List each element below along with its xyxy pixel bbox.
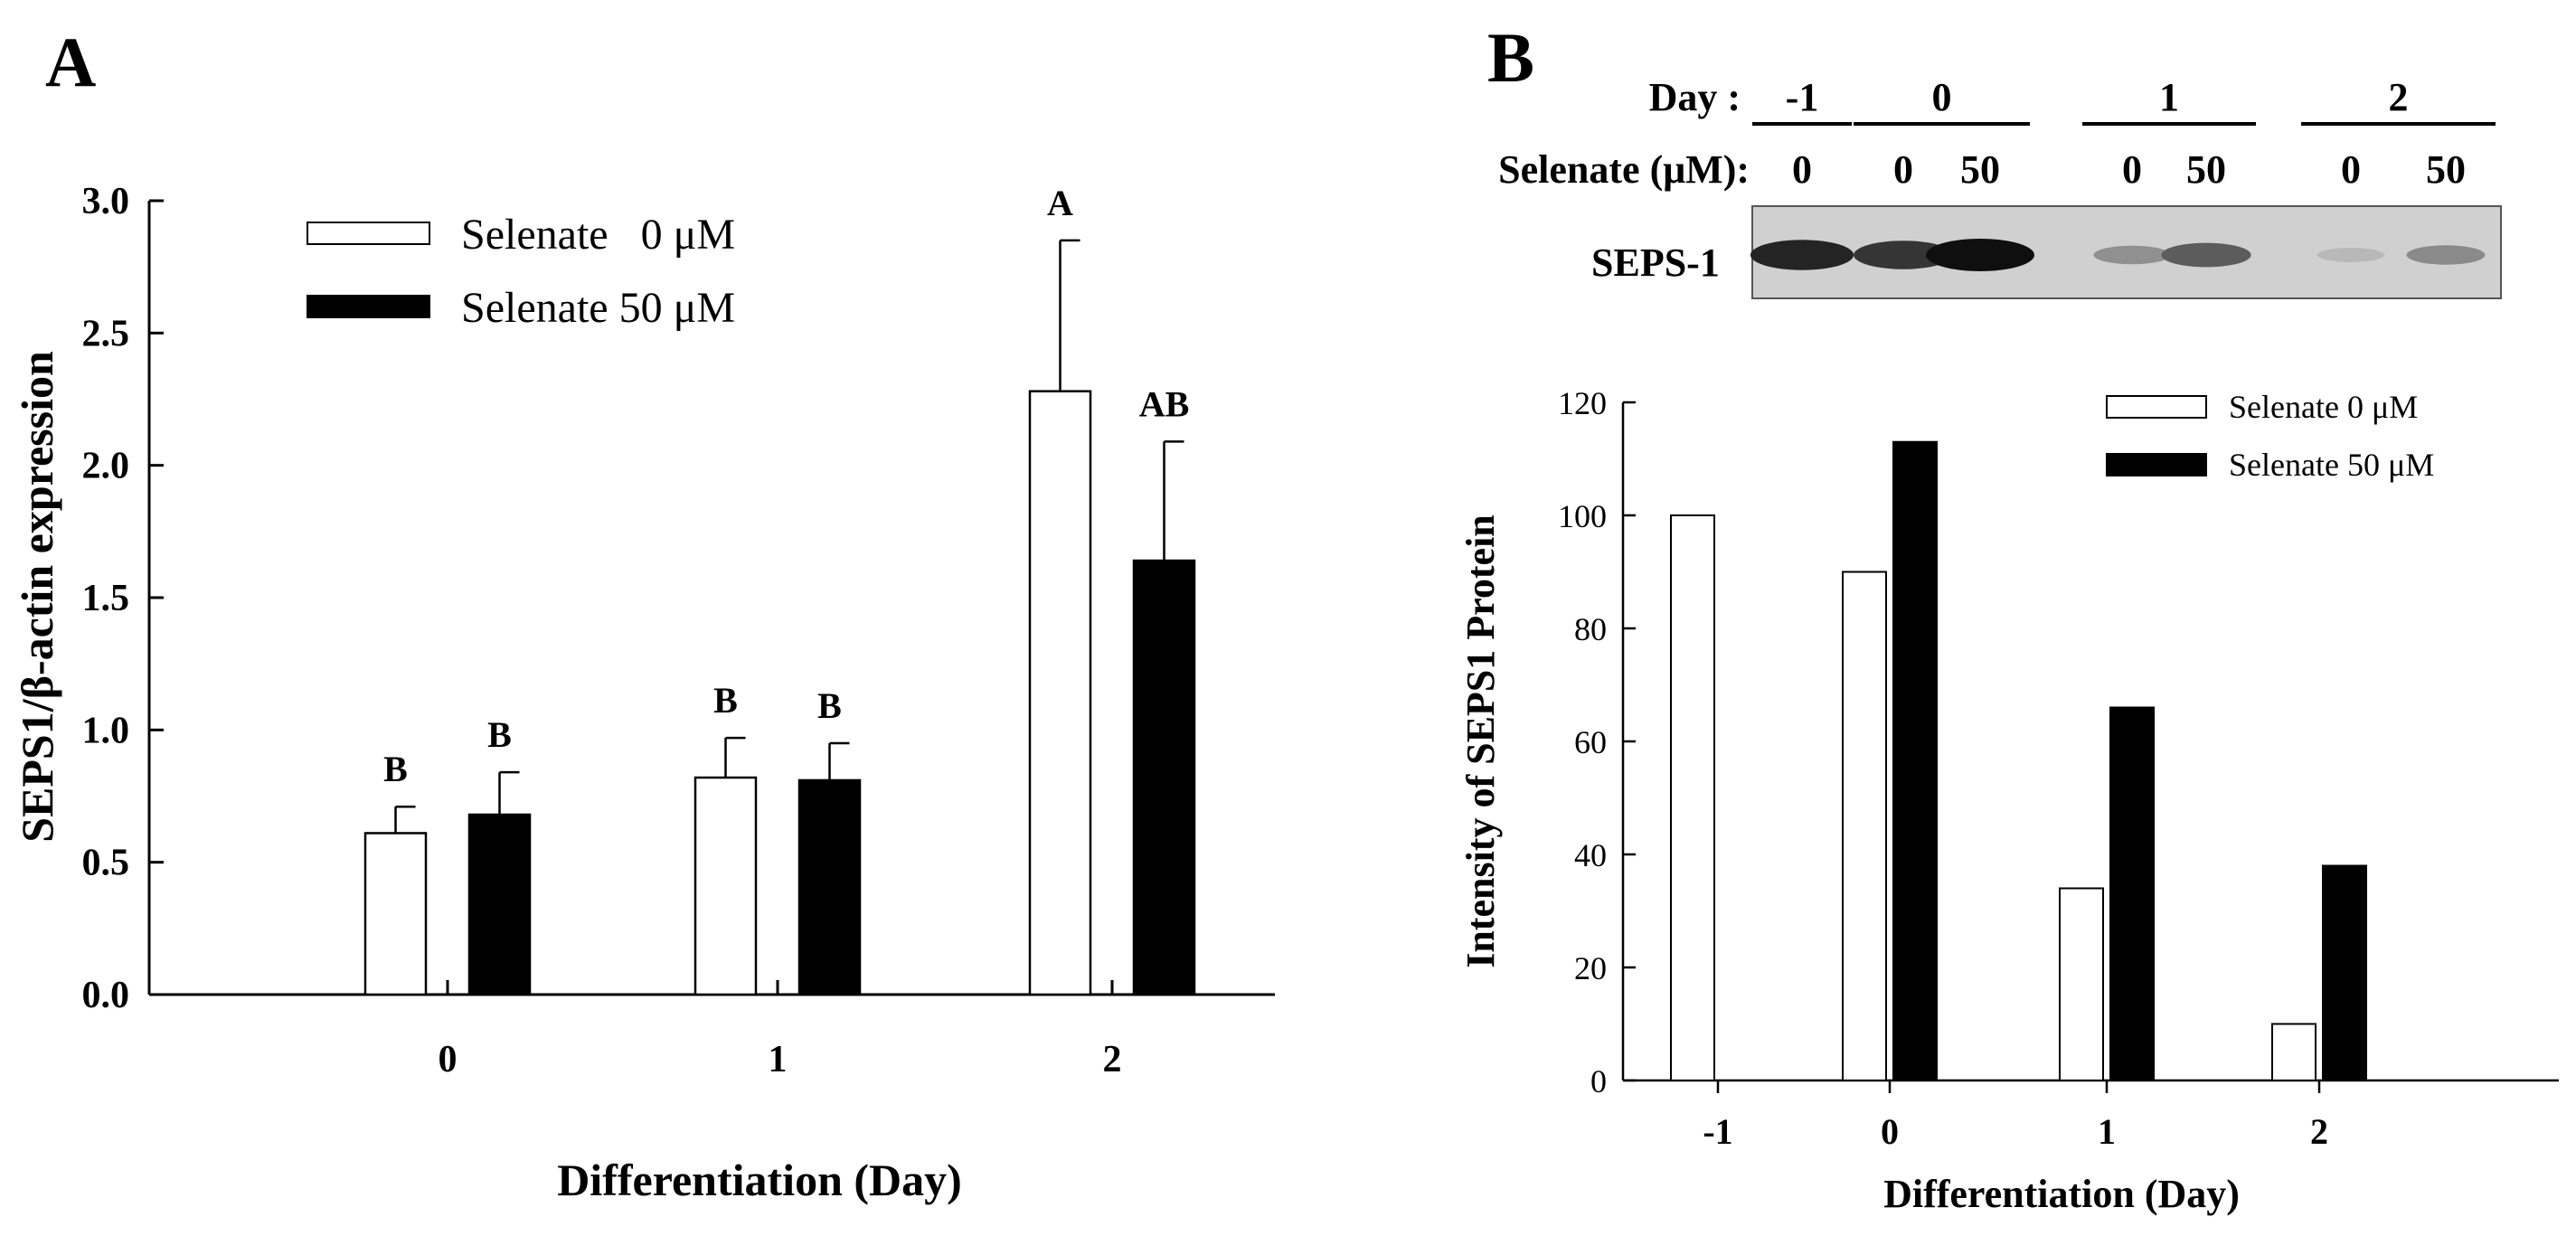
a-x-axis-title: Differentiation (Day)	[557, 1155, 962, 1205]
a-significance-label: B	[713, 680, 738, 721]
a-x-tick-label: 2	[1103, 1039, 1122, 1080]
blot-day-label: Day :	[1649, 75, 1741, 119]
b-y-tick-label: 120	[1558, 385, 1607, 421]
blot-selenate-label: Selenate (μM):	[1498, 147, 1750, 192]
blot-lane-dose: 50	[2426, 147, 2466, 192]
b-x-tick-label: 1	[2098, 1111, 2116, 1152]
b-bar-selenate-0	[1670, 514, 1715, 1081]
b-bar-selenate-0	[2271, 1023, 2317, 1081]
blot-band	[1854, 241, 1953, 269]
b-y-tick-label: 60	[1574, 724, 1607, 760]
blot-band-label: SEPS-1	[1591, 241, 1720, 285]
b-y-tick-label: 20	[1574, 950, 1607, 986]
b-y-tick-label: 0	[1590, 1063, 1607, 1099]
a-y-axis-title: SEPS1/β-actin expression	[12, 351, 62, 843]
b-legend: Selenate 0 μM Selenate 50 μM	[2106, 389, 2434, 483]
blot-lane-dose: 0	[2122, 147, 2142, 192]
a-bar-selenate-50	[467, 813, 532, 996]
blot-band	[2317, 248, 2385, 262]
a-x-tick-label: 1	[769, 1039, 788, 1080]
b-legend-label-0uM: Selenate 0 μM	[2229, 389, 2418, 425]
a-y-tick-label: 2.0	[82, 446, 130, 487]
a-significance-label: A	[1047, 183, 1073, 223]
a-y-tick-label: 1.5	[82, 578, 130, 619]
a-bar-selenate-0	[363, 832, 428, 996]
a-significance-label: B	[817, 685, 842, 726]
b-y-tick-label: 80	[1574, 611, 1607, 647]
blot-day-number: -1	[1786, 75, 1819, 119]
blot-day-number: 0	[1932, 75, 1952, 119]
a-bar-selenate-0	[694, 776, 758, 996]
b-x-tick-label: -1	[1703, 1111, 1732, 1152]
b-legend-swatch-50uM	[2106, 453, 2207, 476]
b-y-axis-title: Intensity of SEPS1 Protein	[1458, 514, 1503, 968]
a-y-tick-label: 3.0	[82, 181, 130, 222]
blot-day-number: 1	[2159, 75, 2179, 119]
b-x-tick-label: 2	[2310, 1111, 2328, 1152]
b-y-tick-label: 40	[1574, 837, 1607, 873]
a-bar-selenate-0	[1028, 390, 1092, 996]
a-legend-label-0uM: Selenate 0 μM	[461, 211, 735, 259]
a-legend-label-50uM: Selenate 50 μM	[461, 284, 735, 332]
b-bar-selenate-50	[2109, 706, 2155, 1081]
blot-lane-dose: 50	[1960, 147, 2000, 192]
b-bar-selenate-0	[2059, 887, 2104, 1081]
blot-band	[1750, 240, 1854, 270]
a-x-tick-label: 0	[439, 1039, 458, 1080]
b-y-tick-label: 100	[1558, 498, 1607, 534]
blot-lane-dose: 0	[1893, 147, 1913, 192]
western-blot: Day : Selenate (μM): SEPS-1 -1 0 1 2 0 0 50 0 5…	[1498, 75, 2502, 299]
b-x-tick-label: 0	[1881, 1111, 1899, 1152]
a-bar-selenate-50	[1132, 559, 1196, 996]
a-y-tick-label: 0.5	[82, 843, 130, 884]
a-legend-swatch-50uM	[307, 295, 430, 318]
a-legend: Selenate 0 μM Selenate 50 μM	[307, 211, 735, 332]
a-y-tick-label: 1.0	[82, 710, 130, 751]
b-bar-selenate-50	[1892, 440, 1938, 1081]
panel-b-letter: B	[1487, 18, 1534, 97]
b-legend-label-50uM: Selenate 50 μM	[2229, 447, 2434, 483]
panel-a-letter: A	[45, 23, 96, 101]
blot-band	[2406, 245, 2486, 265]
b-bar-selenate-50	[2322, 864, 2367, 1081]
blot-band	[1926, 239, 2034, 271]
b-legend-swatch-0uM	[2106, 395, 2207, 419]
a-significance-label: AB	[1139, 383, 1190, 424]
b-x-axis-title: Differentiation (Day)	[1883, 1172, 2240, 1216]
a-legend-swatch-0uM	[307, 222, 430, 245]
a-y-tick-label: 0.0	[82, 975, 130, 1016]
panel-b-chart: 0 20 40 60 80 100 120 -1 0 1 2 Differentiation (D…	[1458, 385, 2559, 1216]
a-y-tick-label: 2.5	[82, 313, 130, 354]
a-significance-label: B	[487, 714, 512, 755]
blot-lane-dose: 0	[1792, 147, 1812, 192]
a-significance-label: B	[383, 749, 408, 789]
blot-band	[2161, 242, 2251, 268]
b-bar-selenate-0	[1842, 571, 1887, 1081]
blot-lane-dose: 0	[2341, 147, 2361, 192]
blot-band	[2093, 245, 2171, 265]
blot-lane-dose: 50	[2186, 147, 2226, 192]
a-bar-selenate-50	[797, 778, 862, 996]
blot-day-number: 2	[2389, 75, 2409, 119]
